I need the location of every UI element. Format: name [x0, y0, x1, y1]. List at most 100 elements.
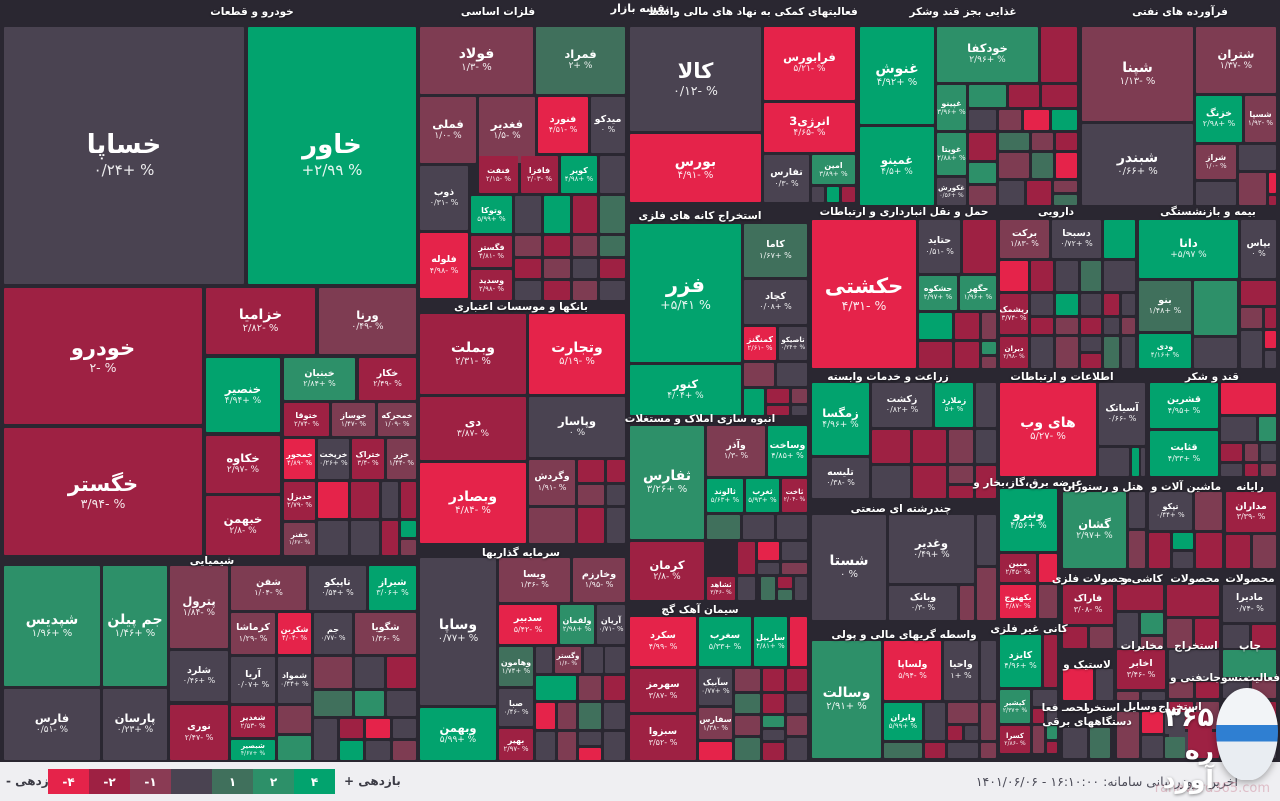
tile-خودکفا[interactable]: خودکفا ۲/۹۶+ %: [937, 27, 1038, 82]
tile-agri-minor[interactable]: [976, 383, 996, 427]
tile-tiles-ceramic-minor[interactable]: [1117, 585, 1163, 610]
tile-sugar-minor[interactable]: [1259, 417, 1276, 441]
tile-ore-mining-minor[interactable]: [744, 389, 764, 415]
tile-pharma-minor[interactable]: [1122, 294, 1135, 315]
tile-pharma-minor[interactable]: [1031, 337, 1053, 368]
tile-metals-minor[interactable]: [515, 281, 541, 300]
tile-cement-minor[interactable]: [763, 743, 784, 760]
tile-کمنگنز[interactable]: کمنگنز ۲/۶۱- %: [744, 327, 776, 360]
tile-شبندر[interactable]: شبندر ۰/۶۶+ %: [1082, 124, 1193, 205]
tile-investment-minor[interactable]: [536, 703, 555, 729]
tile-auto-minor[interactable]: [382, 521, 398, 555]
tile-وبهمن[interactable]: وبهمن ۵/۹۹+ %: [420, 708, 496, 760]
tile-metals-minor[interactable]: [515, 236, 541, 256]
tile-metals-minor[interactable]: [573, 236, 597, 256]
tile-حکشتی[interactable]: حکشتی ۴/۳۱- %: [812, 220, 916, 368]
tile-خفنر[interactable]: خفنر ۱/۶۷- %: [284, 523, 315, 555]
tile-conglomerate-minor[interactable]: [960, 586, 974, 620]
tile-کسرا[interactable]: کسرا ۲/۸۶- %: [1000, 726, 1030, 753]
tile-food-minor[interactable]: [1054, 195, 1077, 205]
tile-ودی[interactable]: ودی ۴/۱۶+ %: [1139, 334, 1191, 368]
tile-ساربیل[interactable]: ساربیل ۴/۸۱+ %: [754, 617, 787, 666]
tile-دیران[interactable]: دیران ۲/۹۸- %: [1000, 337, 1028, 368]
tile-تلیسه[interactable]: تلیسه ۰/۳۸- %: [812, 458, 869, 498]
tile-investment-minor[interactable]: [579, 676, 601, 700]
tile-chemical-minor[interactable]: [366, 719, 390, 738]
tile-transport-minor[interactable]: [919, 313, 952, 339]
tile-investment-minor[interactable]: [536, 732, 555, 760]
tile-rubber-minor[interactable]: [1096, 669, 1113, 700]
tile-خریخت[interactable]: خریخت ۰/۲۶+ %: [318, 439, 349, 479]
tile-غنوش[interactable]: غنوش ۴/۹۲+ %: [860, 27, 934, 124]
tile-دسبحا[interactable]: دسبحا ۰/۷۲+ %: [1052, 220, 1101, 258]
tile-insurance-minor[interactable]: [1265, 351, 1276, 368]
tile-pharma-minor[interactable]: [1000, 261, 1028, 291]
tile-products-1-minor[interactable]: [1167, 585, 1219, 616]
tile-آریان[interactable]: آریان ۰/۷۱- %: [597, 605, 625, 644]
tile-realestate-minor[interactable]: [761, 577, 775, 600]
tile-cement-minor[interactable]: [735, 694, 760, 713]
tile-banks-minor[interactable]: [578, 485, 604, 505]
tile-وبصادر[interactable]: وبصادر ۴/۸۴- %: [420, 463, 526, 543]
tile-food-minor[interactable]: [999, 181, 1024, 205]
tile-pharma-minor[interactable]: [1056, 337, 1078, 368]
tile-transport-minor[interactable]: [982, 342, 996, 354]
tile-قثابت[interactable]: قثابت ۴/۳۳+ %: [1150, 431, 1218, 476]
tile-metals-minor[interactable]: [544, 236, 570, 256]
tile-ویسا[interactable]: ویسا ۱/۳۶- %: [499, 558, 570, 602]
tile-metal-products-minor[interactable]: [1063, 627, 1087, 648]
tile-سدبیر[interactable]: سدبیر ۵/۴۲- %: [499, 605, 557, 644]
tile-وگردش[interactable]: وگردش ۱/۹۱- %: [529, 460, 575, 505]
tile-خودرو[interactable]: خودرو ۲- %: [4, 288, 202, 424]
tile-سآبیک[interactable]: سآبیک ۰/۷۷+ %: [699, 669, 732, 705]
tile-agri-minor[interactable]: [913, 430, 946, 463]
tile-transport-minor[interactable]: [919, 342, 952, 368]
tile-سهرمز[interactable]: سهرمز ۳/۸۷- %: [630, 669, 696, 712]
tile-oil-minor[interactable]: [1239, 173, 1266, 205]
tile-آسیاتک[interactable]: آسیاتک ۰/۶۶- %: [1099, 383, 1145, 445]
tile-investment-minor[interactable]: [579, 703, 601, 729]
tile-فرابورس[interactable]: فرابورس ۵/۲۱- %: [764, 27, 855, 100]
tile-خبهمن[interactable]: خبهمن ۲/۸- %: [206, 496, 280, 555]
tile-خزامیا[interactable]: خزامیا ۲/۸۲- %: [206, 288, 315, 354]
tile-minerals-minor[interactable]: [1033, 726, 1044, 753]
tile-metals-minor[interactable]: [600, 236, 625, 256]
tile-metals-minor[interactable]: [600, 281, 625, 300]
tile-insurance-minor[interactable]: [1241, 281, 1276, 305]
tile-metals-minor[interactable]: [600, 259, 625, 278]
tile-chemical-minor[interactable]: [355, 657, 384, 688]
tile-agri-minor[interactable]: [976, 430, 996, 463]
tile-دانا[interactable]: دانا +۵/۹۷ %: [1139, 220, 1238, 278]
tile-وتجارت[interactable]: وتجارت ۵/۱۹- %: [529, 314, 625, 394]
tile-سبزوا[interactable]: سبزوا ۳/۵۲- %: [630, 715, 696, 760]
tile-agri-minor[interactable]: [872, 466, 910, 498]
tile-telecom-minor[interactable]: [1142, 692, 1165, 700]
tile-power-minor[interactable]: [1039, 554, 1057, 582]
tile-financial-minor[interactable]: [884, 743, 922, 758]
tile-chemical-minor[interactable]: [314, 691, 352, 716]
tile-realestate-minor[interactable]: [738, 542, 755, 574]
tile-وهامون[interactable]: وهامون ۱/۷۴+ %: [499, 647, 533, 686]
tile-خکار[interactable]: خکار ۲/۴۹- %: [359, 358, 416, 400]
tile-extraction-2-minor[interactable]: [1165, 737, 1185, 758]
tile-کنور[interactable]: کنور ۴/۰۴+ %: [630, 365, 741, 415]
tile-banks-minor[interactable]: [607, 485, 625, 505]
tile-بورس[interactable]: بورس ۴/۹۱- %: [630, 134, 761, 202]
tile-extraction-1-minor[interactable]: [1169, 682, 1193, 698]
tile-سکرد[interactable]: سکرد ۴/۹۹- %: [630, 617, 696, 666]
tile-مادیرا[interactable]: مادیرا ۰/۷۴- %: [1223, 585, 1276, 622]
tile-vehicles-minor[interactable]: [1117, 712, 1139, 758]
tile-print-minor[interactable]: [1223, 650, 1276, 677]
tile-chemical-minor[interactable]: [366, 741, 390, 760]
tile-computer-minor[interactable]: [1226, 535, 1250, 568]
tile-investment-minor[interactable]: [604, 732, 625, 760]
tile-realestate-minor[interactable]: [738, 577, 755, 600]
tile-حتاید[interactable]: حتاید ۰/۵۱- %: [919, 220, 960, 273]
tile-خاور[interactable]: خاور +۲/۹۹ %: [248, 27, 416, 284]
tile-ریشمک[interactable]: ریشمک ۳/۷۴- %: [1000, 294, 1028, 334]
tile-cement-minor[interactable]: [699, 742, 732, 760]
tile-vehicles-minor[interactable]: [1142, 712, 1163, 733]
tile-food-minor[interactable]: [999, 110, 1021, 130]
tile-auto-minor[interactable]: [351, 482, 379, 518]
tile-خزر[interactable]: خزر ۱/۴۴- %: [387, 439, 416, 479]
